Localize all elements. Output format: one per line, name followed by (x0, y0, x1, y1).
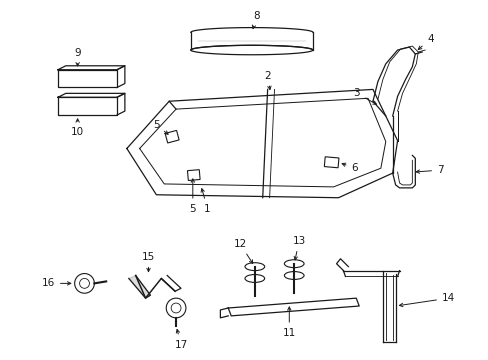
Text: 6: 6 (342, 163, 357, 173)
Text: 2: 2 (264, 71, 270, 90)
Text: 14: 14 (399, 293, 454, 307)
Text: 8: 8 (252, 10, 260, 28)
Text: 11: 11 (282, 307, 295, 338)
Text: 4: 4 (417, 34, 433, 50)
Bar (324, 157, 338, 168)
Text: 10: 10 (71, 119, 84, 137)
Text: 3: 3 (353, 88, 376, 104)
Text: 15: 15 (142, 252, 155, 272)
Text: 7: 7 (415, 165, 443, 175)
Text: 13: 13 (292, 236, 305, 260)
Text: 17: 17 (174, 329, 187, 350)
Polygon shape (128, 275, 150, 298)
Bar (165, 130, 179, 143)
Text: 12: 12 (233, 239, 252, 264)
Text: 9: 9 (74, 48, 81, 66)
Text: 1: 1 (201, 189, 210, 213)
Text: 5: 5 (152, 120, 168, 134)
Text: 5: 5 (189, 179, 196, 213)
Bar (187, 170, 200, 180)
Text: 16: 16 (41, 278, 71, 288)
